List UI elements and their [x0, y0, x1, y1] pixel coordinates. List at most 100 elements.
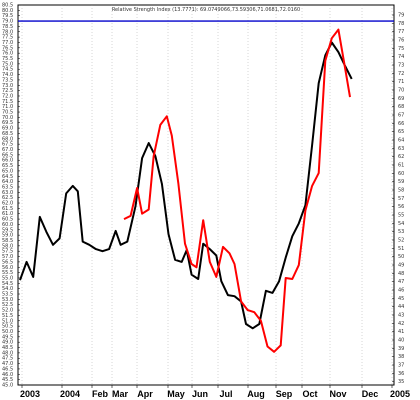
y-tick-label: 67.5 [2, 142, 13, 148]
y-tick-label-right: 69 [398, 96, 404, 102]
y-tick-label-right: 44 [398, 304, 404, 310]
y-tick-label: 47.0 [2, 361, 13, 367]
y-tick-label-right: 42 [398, 321, 404, 327]
y-tick-label: 62.0 [2, 201, 13, 207]
y-tick-label-right: 77 [398, 29, 404, 35]
x-tick-label: Nov [329, 389, 346, 399]
y-tick-label-right: 74 [398, 54, 404, 60]
y-tick-label-right: 67 [398, 113, 404, 119]
y-tick-label: 64.5 [2, 174, 13, 180]
y-tick-label: 67.0 [2, 147, 13, 153]
y-tick-label-right: 57 [398, 196, 404, 202]
y-tick-label: 54.5 [2, 281, 13, 287]
y-tick-label: 63.0 [2, 190, 13, 196]
x-tick-label: May [167, 389, 185, 399]
y-tick-label: 74.0 [2, 72, 13, 78]
y-tick-label: 56.0 [2, 265, 13, 271]
y-tick-label: 48.5 [2, 345, 13, 351]
x-axis: 2003 2004 Feb Mar Apr May Jun Jul Aug Sep Oct Nov De… [20, 385, 410, 399]
y-tick-label: 77.0 [2, 40, 13, 46]
y-tick-label: 55.0 [2, 275, 13, 281]
y-tick-label-right: 68 [398, 104, 404, 110]
y-tick-label-right: 62 [398, 154, 404, 160]
x-tick-label: Dec [362, 389, 379, 399]
y-tick-label-right: 65 [398, 129, 404, 135]
y-tick-label: 52.0 [2, 308, 13, 314]
x-tick-label: Jul [219, 389, 232, 399]
y-tick-label-right: 54 [398, 221, 404, 227]
y-tick-label: 45.5 [2, 377, 13, 383]
y-tick-label-right: 52 [398, 238, 404, 244]
y-tick-label: 76.0 [2, 51, 13, 57]
y-tick-label: 71.0 [2, 104, 13, 110]
y-tick-label: 79.5 [2, 13, 13, 19]
y-tick-label: 53.0 [2, 297, 13, 303]
y-tick-label: 79.0 [2, 19, 13, 25]
x-tick-label: Feb [92, 389, 109, 399]
y-tick-label: 72.5 [2, 88, 13, 94]
y-tick-label-right: 78 [398, 21, 404, 27]
y-tick-label: 60.0 [2, 222, 13, 228]
y-tick-label-right: 38 [398, 354, 404, 360]
y-tick-label-right: 63 [398, 146, 404, 152]
y-axis-left: 45.045.546.046.547.047.548.048.549.049.5… [2, 3, 20, 389]
y-tick-label-right: 79 [398, 13, 404, 19]
y-tick-label-right: 36 [398, 371, 404, 377]
y-tick-label: 75.5 [2, 56, 13, 62]
y-tick-label-right: 75 [398, 46, 404, 52]
y-tick-label-right: 35 [398, 379, 404, 385]
y-tick-label: 73.5 [2, 77, 13, 83]
y-tick-label: 61.5 [2, 206, 13, 212]
y-tick-label: 62.5 [2, 195, 13, 201]
y-tick-label: 78.5 [2, 24, 13, 30]
y-tick-label: 64.0 [2, 179, 13, 185]
x-tick-label: Jun [192, 389, 208, 399]
y-tick-label: 50.0 [2, 329, 13, 335]
series-lines [19, 28, 353, 353]
y-tick-label: 65.5 [2, 163, 13, 169]
x-tick-label: Mar [112, 389, 129, 399]
y-tick-label-right: 59 [398, 179, 404, 185]
y-tick-label-right: 37 [398, 363, 404, 369]
y-tick-label: 59.5 [2, 227, 13, 233]
y-tick-label: 59.0 [2, 233, 13, 239]
y-tick-label-right: 40 [398, 338, 404, 344]
y-tick-label: 72.0 [2, 93, 13, 99]
x-tick-label: Apr [137, 389, 153, 399]
y-tick-label-right: 46 [398, 288, 404, 294]
x-tick-label: 2004 [60, 389, 80, 399]
y-tick-label: 57.0 [2, 254, 13, 260]
y-tick-label: 76.5 [2, 45, 13, 51]
y-tick-label: 46.5 [2, 366, 13, 372]
y-tick-label-right: 64 [398, 138, 404, 144]
y-tick-label: 65.0 [2, 168, 13, 174]
y-tick-label-right: 60 [398, 171, 404, 177]
y-tick-label: 55.5 [2, 270, 13, 276]
y-tick-label: 51.5 [2, 313, 13, 319]
y-tick-label-right: 58 [398, 188, 404, 194]
y-tick-label: 70.5 [2, 110, 13, 116]
x-tick-label: 2003 [20, 389, 40, 399]
y-tick-label-right: 53 [398, 229, 404, 235]
y-tick-label: 54.0 [2, 286, 13, 292]
y-tick-label: 70.0 [2, 115, 13, 121]
y-tick-label-right: 49 [398, 263, 404, 269]
plot-frame [17, 4, 395, 386]
y-tick-label: 69.0 [2, 126, 13, 132]
y-tick-label-right: 66 [398, 121, 404, 127]
y-tick-label: 47.5 [2, 356, 13, 362]
y-axis-right: 79 78 77 76 75 74 73 72 71 70 69 68 67 66 65 64 63 62 61 60… [392, 13, 404, 385]
y-tick-label-right: 55 [398, 213, 404, 219]
y-tick-label-right: 56 [398, 204, 404, 210]
y-tick-label: 60.5 [2, 217, 13, 223]
y-tick-label: 52.5 [2, 302, 13, 308]
y-tick-label: 66.5 [2, 152, 13, 158]
y-tick-label: 80.0 [2, 8, 13, 14]
x-tick-label: Sep [276, 389, 293, 399]
x-tick-label: 2005 [390, 389, 410, 399]
y-tick-label: 69.5 [2, 120, 13, 126]
y-tick-label-right: 39 [398, 346, 404, 352]
y-tick-label-right: 71 [398, 79, 404, 85]
y-tick-label: 56.5 [2, 259, 13, 265]
